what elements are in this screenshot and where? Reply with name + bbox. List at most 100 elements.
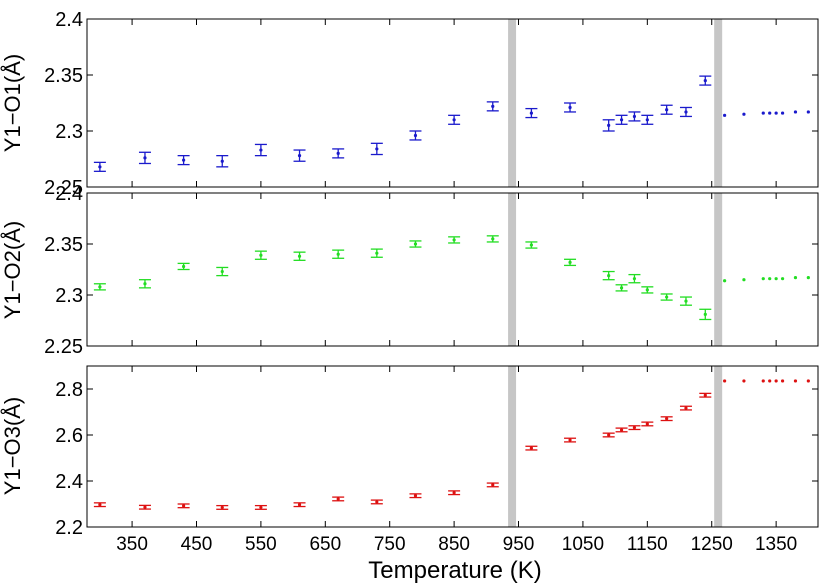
data-point (645, 118, 649, 122)
transition-band-1 (714, 366, 723, 527)
data-point (723, 279, 727, 283)
panel-y1-o3: Y1−O3(Å) 2.2 2.4 2.6 2.8 350 450 550 650 750 850 9… (0, 365, 819, 555)
data-point (413, 494, 418, 498)
data-point (259, 253, 263, 257)
data-point (723, 379, 727, 383)
data-point (336, 252, 340, 256)
x-tick-label: 650 (309, 534, 341, 555)
data-point (529, 446, 533, 450)
panel-y1-o2: Y1−O2(Å) 2.25 2.3 2.35 2.4 (0, 183, 819, 358)
y-tick-label: 2.3 (55, 285, 83, 307)
data-point (220, 505, 224, 510)
y-tick-label: 2.6 (55, 425, 83, 447)
plot-frame (86, 365, 819, 528)
y-tick-label: 2.35 (44, 65, 83, 87)
data-point (452, 491, 456, 495)
data-point (143, 505, 147, 509)
data-point (568, 438, 572, 442)
y-tick-label: 2.25 (44, 336, 83, 358)
data-point (742, 112, 746, 116)
data-point (220, 159, 224, 163)
data-point (703, 393, 707, 397)
data-point (452, 118, 456, 122)
data-point (143, 282, 147, 286)
data-point (665, 417, 669, 421)
data-point (761, 111, 765, 115)
data-point (780, 379, 785, 383)
y-tick-label: 2.8 (55, 379, 83, 401)
data-point (413, 133, 418, 138)
data-point (98, 165, 102, 169)
data-point (375, 147, 379, 151)
data-point (806, 379, 810, 383)
x-tick-label: 450 (181, 534, 213, 555)
data-point (297, 254, 302, 258)
transition-band-1 (714, 193, 723, 346)
data-point (98, 285, 102, 289)
x-tick-label: 350 (116, 534, 148, 555)
y-tick-label: 2.4 (55, 9, 83, 31)
x-tick-label: 550 (245, 534, 277, 555)
data-point (607, 433, 611, 437)
data-point (182, 264, 186, 269)
x-tick-label: 850 (438, 534, 470, 555)
x-tick-label: 1150 (627, 534, 668, 555)
data-point (220, 269, 224, 274)
data-point (297, 503, 302, 507)
y-tick-label: 2.25 (44, 177, 83, 199)
transition-band-0 (508, 366, 517, 527)
data-point (774, 111, 778, 115)
data-point (336, 151, 340, 155)
data-point (297, 154, 302, 158)
x-tick-label: 750 (374, 534, 406, 555)
data-point (774, 379, 778, 383)
data-point (684, 299, 688, 303)
data-point (619, 118, 624, 122)
x-tick-label: 1050 (562, 534, 604, 555)
data-point (529, 243, 533, 247)
data-point (182, 158, 186, 162)
y-tick-label: 2.35 (44, 234, 83, 256)
data-point (665, 108, 669, 112)
data-point (768, 379, 772, 383)
data-point (529, 111, 533, 115)
transition-band-0 (508, 193, 517, 346)
data-point (632, 114, 637, 119)
data-point (568, 105, 572, 110)
data-point (703, 312, 707, 316)
data-point (619, 286, 624, 290)
data-point (774, 277, 778, 281)
data-point (632, 277, 637, 281)
data-point (182, 504, 186, 508)
data-point (780, 277, 785, 281)
x-tick-label: 950 (503, 534, 535, 555)
panel-y1-o1: Y1−O1(Å) 2.25 2.3 2.35 2.4 (0, 9, 819, 199)
y-tick-label: 2.2 (55, 517, 83, 539)
data-point (452, 238, 456, 242)
y-tick-label: 2.4 (55, 471, 83, 493)
data-point (619, 428, 624, 432)
data-point (703, 79, 707, 83)
data-point (665, 295, 669, 299)
data-point (684, 406, 688, 410)
y-tick-label: 2.4 (55, 183, 83, 205)
ylabel-y1-o1: Y1−O1(Å) (0, 54, 25, 152)
data-point (491, 237, 495, 241)
data-point (723, 113, 727, 117)
data-point (780, 111, 785, 115)
data-point (607, 274, 611, 278)
data-point (143, 156, 147, 160)
data-point (375, 251, 379, 255)
transition-band-0 (508, 19, 517, 187)
data-point (491, 483, 495, 487)
data-point (806, 110, 810, 114)
y-tick-label: 2.3 (55, 121, 83, 143)
data-point (742, 278, 746, 282)
data-point (645, 422, 649, 426)
data-point (761, 379, 765, 383)
data-point (98, 503, 102, 507)
data-point (793, 379, 798, 383)
plot-frame (86, 18, 819, 188)
data-point (645, 288, 649, 292)
